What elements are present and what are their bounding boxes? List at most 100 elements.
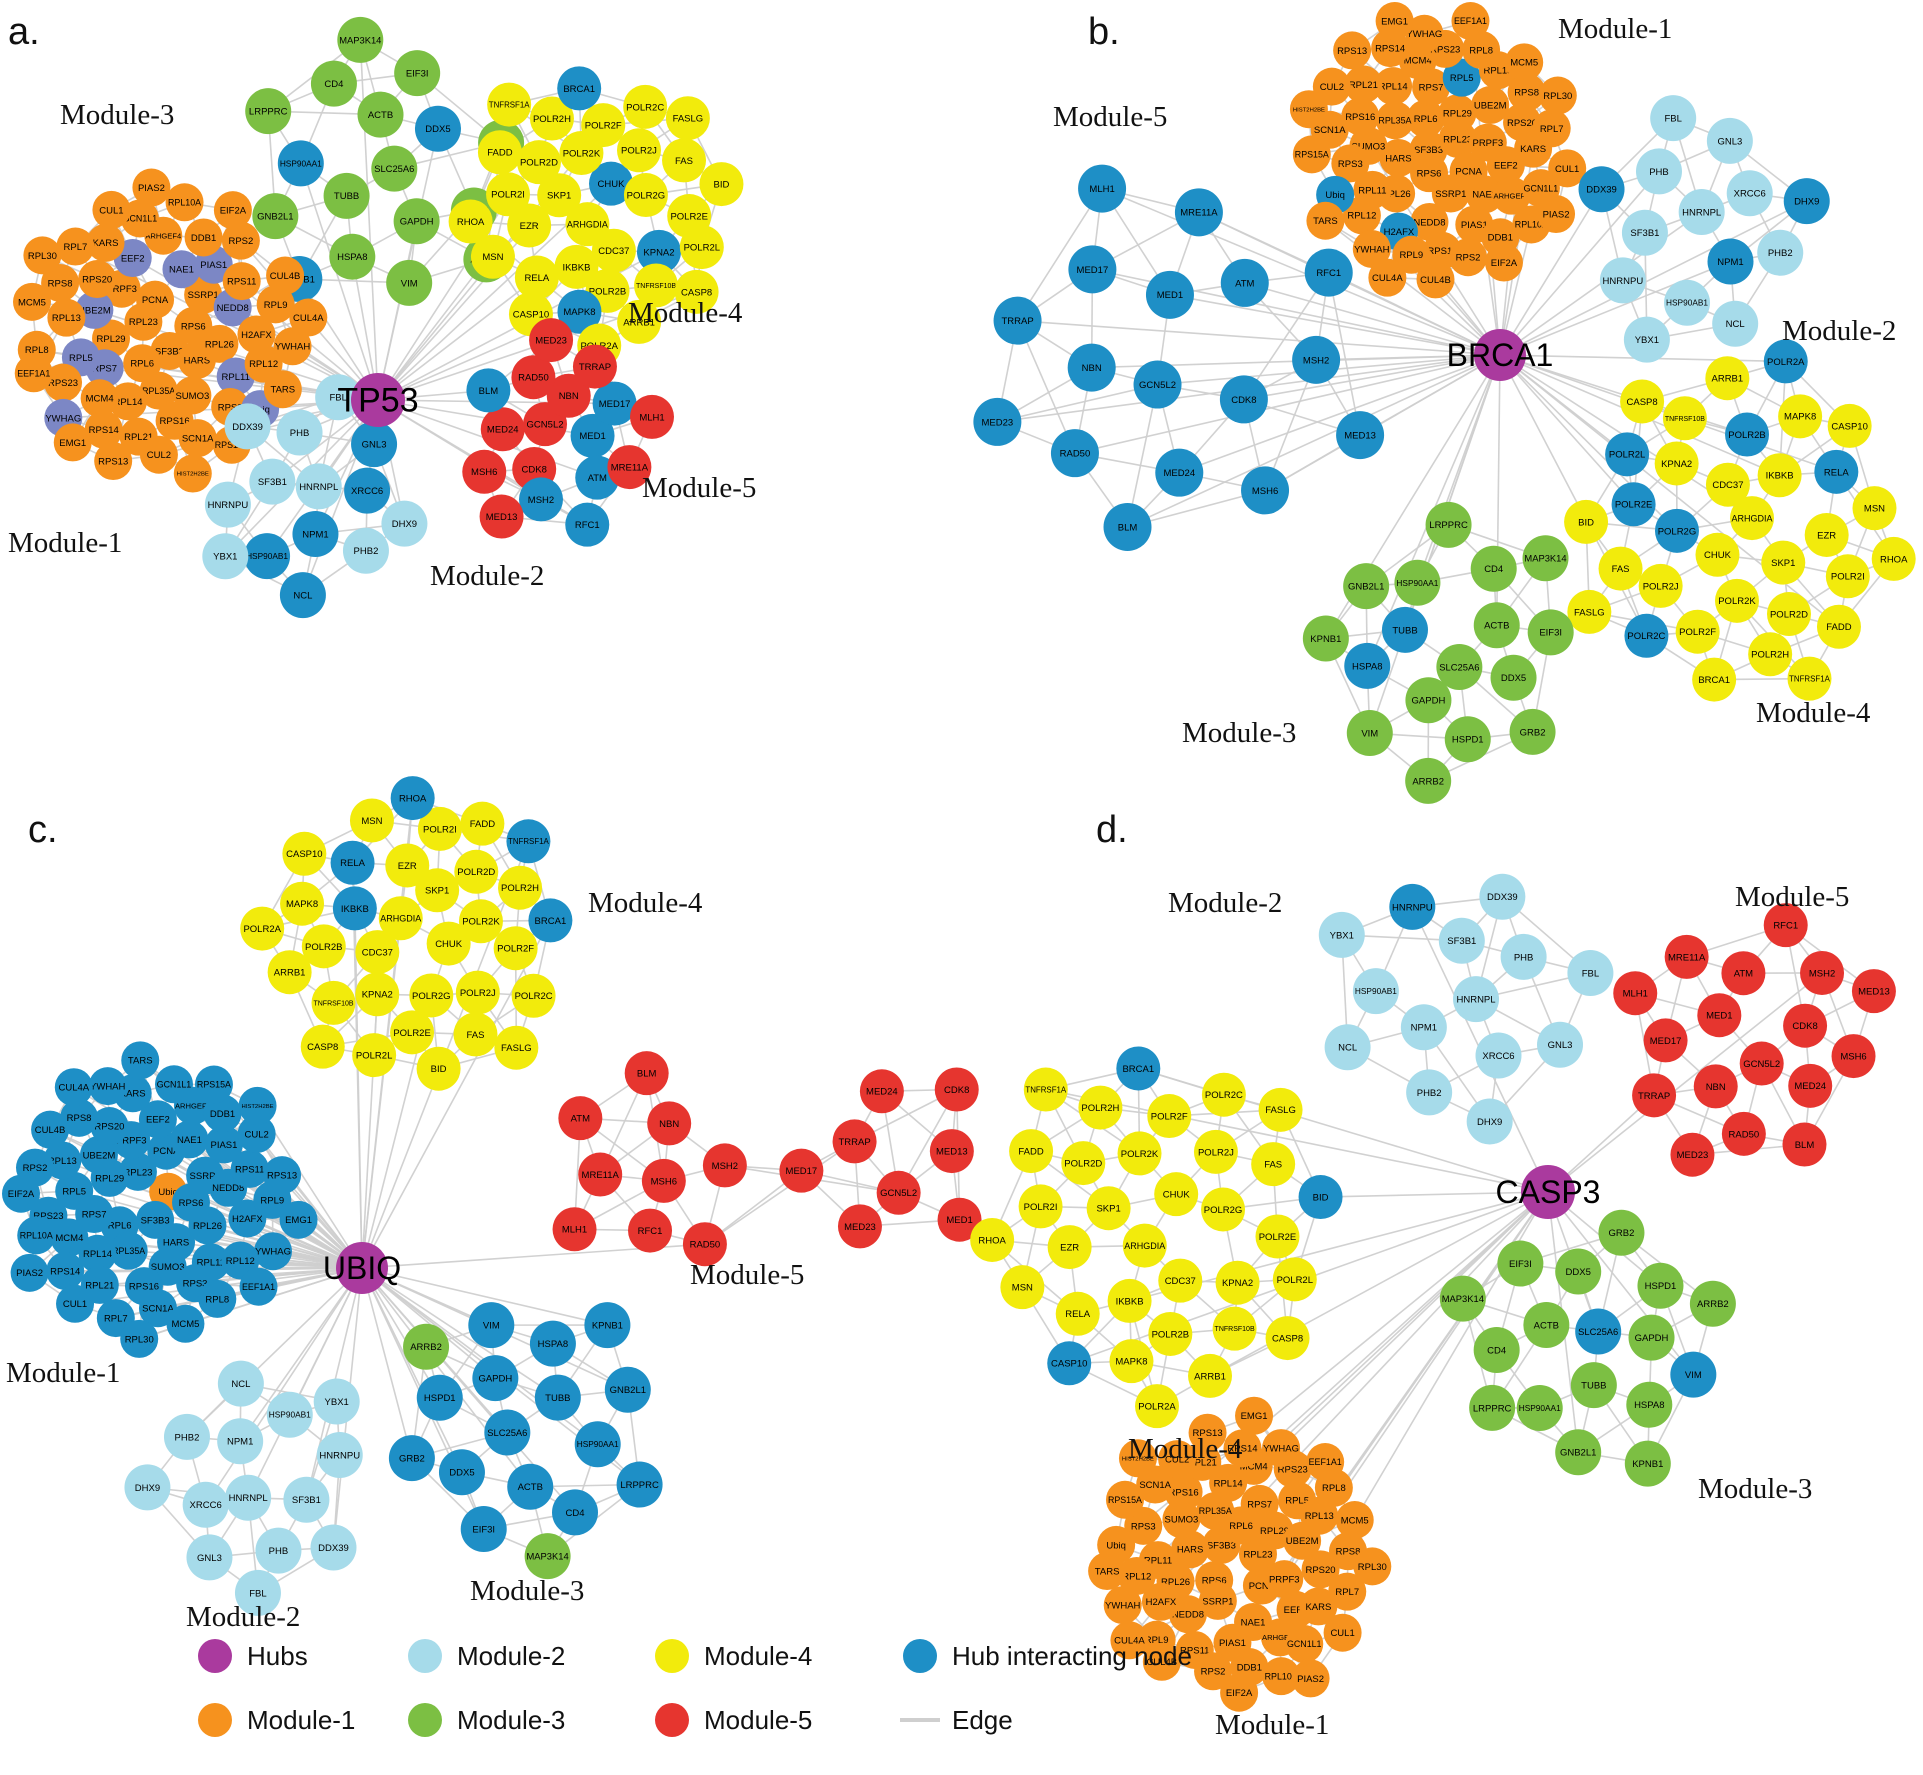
node-UBIQ-RFC1[interactable] — [628, 1208, 673, 1253]
node-TP53-SSRP1[interactable] — [184, 275, 223, 314]
node-UBIQ-RPS8[interactable] — [60, 1098, 99, 1137]
node-BRCA1-BLM[interactable] — [1103, 502, 1152, 551]
node-UBIQ-RPL8[interactable] — [198, 1279, 237, 1318]
node-TP53-MCM4[interactable] — [80, 379, 119, 418]
node-BRCA1-HARS[interactable] — [1379, 138, 1418, 177]
node-UBIQ-HNRNPU[interactable] — [316, 1432, 363, 1479]
node-CASP3-MAPK8[interactable] — [1109, 1339, 1154, 1384]
node-UBIQ-KPNB1[interactable] — [584, 1302, 631, 1349]
node-CASP3-RPL7[interactable] — [1328, 1572, 1367, 1611]
node-BRCA1-RPL21[interactable] — [1344, 65, 1383, 104]
node-UBIQ-FAS[interactable] — [453, 1012, 498, 1057]
node-BRCA1-MRE11A[interactable] — [1174, 188, 1223, 237]
node-UBIQ-XRCC6[interactable] — [182, 1481, 229, 1528]
node-UBIQ-POLR2I[interactable] — [417, 806, 462, 851]
node-BRCA1-VIM[interactable] — [1346, 710, 1393, 757]
node-BRCA1-RPL8[interactable] — [1462, 30, 1501, 69]
node-UBIQ-POLR2H[interactable] — [498, 865, 543, 910]
node-BRCA1-RPS8[interactable] — [1507, 73, 1546, 112]
node-CASP3-HIST2H2BE[interactable] — [1118, 1439, 1157, 1478]
node-TP53-MCM5[interactable] — [12, 282, 51, 321]
node-UBIQ-TNFRSF10B[interactable] — [311, 980, 356, 1025]
node-CASP3-SSRP1[interactable] — [1198, 1581, 1237, 1620]
node-BRCA1-FADD[interactable] — [1816, 604, 1861, 649]
node-BRCA1-EEF2[interactable] — [1486, 146, 1525, 185]
hub-BRCA1[interactable] — [1474, 329, 1526, 381]
node-CASP3-HNRNPU[interactable] — [1389, 883, 1436, 930]
node-BRCA1-XRCC6[interactable] — [1726, 170, 1773, 217]
node-BRCA1-POLR2I[interactable] — [1825, 554, 1870, 599]
node-CASP3-NCL[interactable] — [1324, 1024, 1371, 1071]
node-UBIQ-GAPDH[interactable] — [472, 1355, 519, 1402]
node-BRCA1-TUBB[interactable] — [1381, 606, 1428, 653]
node-CASP3-BLM[interactable] — [1782, 1122, 1827, 1167]
node-BRCA1-MED24[interactable] — [1155, 448, 1204, 497]
node-UBIQ-EIF2A[interactable] — [2, 1174, 40, 1213]
node-TP53-IKBKB[interactable] — [554, 244, 599, 289]
node-BRCA1-RPL14[interactable] — [1374, 67, 1413, 106]
node-TP53-MED1[interactable] — [570, 413, 615, 458]
node-UBIQ-MLH1[interactable] — [552, 1207, 597, 1252]
node-UBIQ-RPS15A[interactable] — [194, 1065, 233, 1104]
node-BRCA1-CDC37[interactable] — [1705, 462, 1750, 507]
node-TP53-MRE11A[interactable] — [607, 445, 652, 490]
node-BRCA1-RPS15A[interactable] — [1292, 135, 1331, 174]
node-CASP3-MSH2[interactable] — [1800, 950, 1845, 995]
node-UBIQ-ARRB1[interactable] — [267, 950, 312, 995]
node-BRCA1-RPL6[interactable] — [1406, 99, 1445, 138]
node-UBIQ-MSH2[interactable] — [702, 1143, 747, 1188]
node-BRCA1-GAPDH[interactable] — [1405, 677, 1452, 724]
hub-CASP3[interactable] — [1521, 1165, 1575, 1219]
node-BRCA1-TNFRSF10B[interactable] — [1662, 396, 1707, 441]
node-BRCA1-DDX39[interactable] — [1578, 166, 1625, 213]
node-CASP3-POLR2A[interactable] — [1135, 1384, 1180, 1429]
node-TP53-VIM[interactable] — [386, 259, 433, 306]
node-TP53-SKP1[interactable] — [537, 173, 582, 218]
node-CASP3-POLR2D[interactable] — [1061, 1141, 1106, 1186]
node-TP53-POLR2D[interactable] — [516, 140, 561, 185]
node-BRCA1-GRB2[interactable] — [1509, 708, 1556, 755]
node-UBIQ-PIAS2[interactable] — [10, 1253, 49, 1292]
node-CASP3-DDX39[interactable] — [1479, 873, 1526, 920]
node-UBIQ-TARS[interactable] — [121, 1041, 160, 1080]
node-TP53-RPS20[interactable] — [78, 260, 117, 299]
node-UBIQ-DDX5[interactable] — [438, 1449, 485, 1496]
node-UBIQ-YBX1[interactable] — [313, 1378, 360, 1425]
node-CASP3-TARS[interactable] — [1088, 1552, 1127, 1591]
node-BRCA1-SLC25A6[interactable] — [1436, 643, 1483, 690]
node-CASP3-DDX5[interactable] — [1555, 1248, 1602, 1295]
node-UBIQ-MCM5[interactable] — [166, 1304, 205, 1343]
node-BRCA1-CUL1[interactable] — [1548, 149, 1587, 188]
node-CASP3-MED13[interactable] — [1851, 969, 1896, 1014]
node-UBIQ-RAD50[interactable] — [682, 1222, 727, 1267]
node-CASP3-CDK8[interactable] — [1783, 1003, 1828, 1048]
node-TP53-POLR2I[interactable] — [486, 172, 531, 217]
node-TP53-RHOA[interactable] — [448, 199, 493, 244]
node-TP53-HNRNPL[interactable] — [295, 463, 342, 510]
node-CASP3-MLH1[interactable] — [1613, 971, 1658, 1016]
node-BRCA1-ARHGDIA[interactable] — [1730, 496, 1775, 541]
node-BRCA1-KPNA2[interactable] — [1654, 441, 1699, 486]
node-UBIQ-EEF1A1[interactable] — [239, 1267, 278, 1306]
node-UBIQ-YWHAG[interactable] — [254, 1232, 293, 1271]
node-CASP3-GNL3[interactable] — [1537, 1021, 1584, 1068]
node-UBIQ-UBE2M[interactable] — [79, 1135, 118, 1174]
node-CASP3-RFC1[interactable] — [1763, 903, 1808, 948]
node-TP53-SF3B1[interactable] — [249, 458, 296, 505]
node-UBIQ-BRCA1[interactable] — [528, 898, 573, 943]
node-UBIQ-VIM[interactable] — [468, 1302, 515, 1349]
node-BRCA1-MSH2[interactable] — [1292, 335, 1341, 384]
node-UBIQ-MAPK8[interactable] — [280, 881, 325, 926]
node-TP53-DDX39[interactable] — [224, 403, 271, 450]
node-UBIQ-EZR[interactable] — [385, 843, 430, 888]
node-UBIQ-GCN1L1[interactable] — [154, 1065, 193, 1104]
node-BRCA1-PHB2[interactable] — [1757, 229, 1804, 276]
node-CASP3-GNB2L1[interactable] — [1555, 1429, 1602, 1476]
node-TP53-FAS[interactable] — [662, 138, 707, 183]
node-UBIQ-POLR2L[interactable] — [352, 1033, 397, 1078]
node-CASP3-ARHGDIA[interactable] — [1122, 1223, 1167, 1268]
node-UBIQ-MED1[interactable] — [937, 1197, 982, 1242]
node-UBIQ-FADD[interactable] — [460, 801, 505, 846]
node-CASP3-EIF3I[interactable] — [1497, 1240, 1544, 1287]
node-TP53-CHUK[interactable] — [589, 161, 634, 206]
